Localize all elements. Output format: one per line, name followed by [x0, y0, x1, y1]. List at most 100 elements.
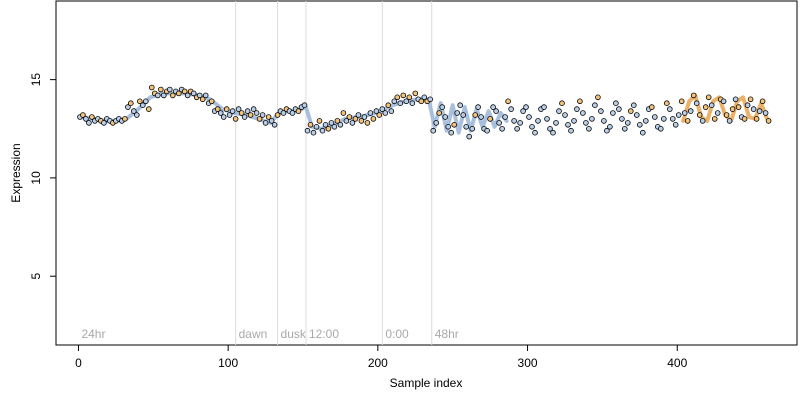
data-point [101, 120, 107, 126]
data-point [762, 110, 769, 116]
data-point [313, 124, 320, 130]
data-point [547, 126, 553, 132]
data-point [214, 106, 221, 112]
data-point [253, 110, 260, 116]
data-point [280, 110, 287, 116]
data-point [226, 112, 233, 118]
data-point [460, 112, 467, 118]
data-point [445, 124, 452, 130]
data-point [690, 92, 697, 99]
data-point [128, 100, 134, 106]
data-point [765, 118, 772, 124]
data-point [571, 118, 577, 124]
data-point [574, 106, 580, 112]
data-point [672, 122, 679, 128]
data-point [125, 104, 131, 110]
data-point [190, 90, 197, 97]
data-point [140, 102, 146, 108]
data-point [208, 98, 215, 105]
data-point [146, 106, 152, 112]
data-point [412, 90, 419, 97]
data-point [331, 124, 338, 130]
data-point [478, 114, 484, 120]
data-point [122, 116, 128, 122]
data-point [80, 112, 86, 118]
data-point [750, 106, 757, 112]
data-point [687, 108, 694, 114]
data-point [508, 106, 514, 112]
data-point [636, 122, 643, 128]
data-point [589, 116, 595, 122]
data-point [181, 88, 188, 95]
data-point [361, 114, 368, 120]
data-point [472, 112, 479, 118]
data-point [559, 100, 565, 106]
data-point [382, 110, 389, 116]
data-point [220, 114, 227, 120]
data-point [583, 120, 589, 126]
data-point [735, 104, 742, 110]
data-point [586, 126, 592, 132]
data-point [427, 96, 434, 103]
data-point [699, 118, 706, 124]
data-point [199, 96, 206, 103]
data-point [259, 112, 266, 118]
data-point [648, 104, 655, 110]
data-point [289, 110, 296, 116]
data-point [702, 104, 709, 110]
data-point [517, 120, 523, 126]
data-point [158, 86, 164, 93]
data-point [271, 122, 278, 128]
data-point [741, 116, 748, 122]
annotation-label: 12:00 [309, 327, 339, 341]
data-point [535, 118, 541, 124]
y-axis: 5 10 15 [29, 73, 56, 280]
data-point [367, 110, 374, 116]
data-point [409, 100, 416, 106]
data-point [89, 114, 95, 120]
data-point [529, 124, 535, 130]
data-point [433, 120, 440, 126]
data-point [457, 102, 464, 108]
data-point [544, 116, 550, 122]
data-point [621, 126, 628, 132]
x-axis-title: Sample index [390, 376, 463, 390]
data-point [316, 118, 323, 124]
data-point [627, 108, 634, 114]
data-point [295, 108, 302, 114]
data-point [663, 100, 670, 106]
data-point [484, 127, 490, 134]
data-point [696, 112, 703, 118]
data-point [651, 114, 658, 120]
data-point [675, 112, 682, 118]
data-point [265, 114, 272, 120]
data-point [170, 92, 176, 99]
data-point [613, 100, 619, 106]
data-point [436, 110, 443, 116]
data-point [131, 108, 137, 114]
data-point [475, 104, 481, 110]
data-point [520, 108, 526, 114]
data-point [364, 120, 371, 126]
data-point [595, 94, 601, 101]
y-tick-label: 5 [29, 273, 43, 280]
data-point [232, 116, 239, 122]
data-point [493, 108, 499, 114]
plot-frame [55, 0, 798, 346]
data-point [346, 114, 353, 120]
data-point [708, 102, 715, 108]
data-point [274, 112, 281, 118]
annotation-label: dusk [281, 327, 307, 341]
data-point [241, 114, 248, 120]
x-tick-label: 300 [518, 356, 538, 370]
data-point [502, 114, 508, 120]
data-point [568, 127, 574, 134]
data-point [550, 129, 556, 136]
y-tick-label: 10 [29, 171, 43, 185]
data-point [726, 118, 733, 124]
data-point [184, 92, 191, 99]
data-point [562, 112, 568, 118]
data-point [711, 116, 718, 122]
annotation-label: dawn [239, 327, 268, 341]
